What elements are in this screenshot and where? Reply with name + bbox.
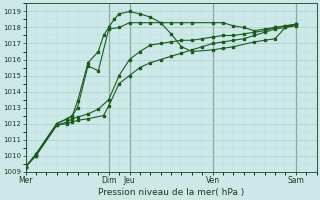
- X-axis label: Pression niveau de la mer( hPa ): Pression niveau de la mer( hPa ): [98, 188, 244, 197]
